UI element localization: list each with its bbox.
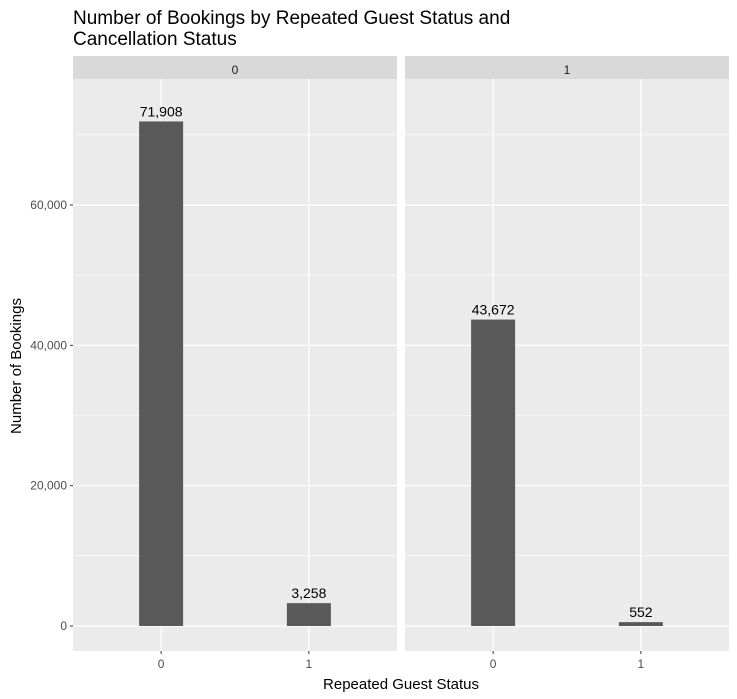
bar-facet0-cat0 [139, 121, 184, 627]
facet-strip-0 [73, 56, 397, 79]
facet-panel-1 [405, 79, 729, 651]
y-tick-label-0: 0 [60, 619, 67, 633]
data-label-facet0-cat0: 71,908 [140, 103, 183, 119]
y-axis-title: Number of Bookings [8, 298, 25, 434]
y-tick-label-1: 20,000 [30, 479, 67, 493]
y-tick-label-3: 60,000 [30, 198, 67, 212]
x-axis-title: Repeated Guest Status [323, 676, 479, 693]
x-tick-label-0-0: 0 [158, 657, 165, 671]
bar-facet1-cat1 [618, 622, 663, 626]
chart-title-line-1: Number of Bookings by Repeated Guest Sta… [73, 8, 510, 29]
bar-facet0-cat1 [286, 603, 331, 626]
data-label-facet1-cat0: 43,672 [472, 302, 515, 318]
data-label-facet1-cat1: 552 [629, 604, 653, 620]
x-tick-label-1-0: 0 [490, 657, 497, 671]
facet-strip-1 [405, 56, 729, 79]
facet-panel-0 [73, 79, 397, 651]
chart-title-line-2: Cancellation Status [73, 29, 237, 50]
data-label-facet0-cat1: 3,258 [291, 585, 326, 601]
bar-facet1-cat0 [471, 319, 516, 626]
y-tick-label-2: 40,000 [30, 338, 67, 352]
x-tick-label-0-1: 1 [306, 657, 313, 671]
facet-strip-label-0: 0 [232, 63, 239, 77]
facet-strip-label-1: 1 [564, 63, 571, 77]
plot-area: 0 71,908 3,258 0 1 1 43,672 552 0 1 0 20,000 40,000 6… [30, 56, 729, 671]
x-tick-label-1-1: 1 [638, 657, 645, 671]
